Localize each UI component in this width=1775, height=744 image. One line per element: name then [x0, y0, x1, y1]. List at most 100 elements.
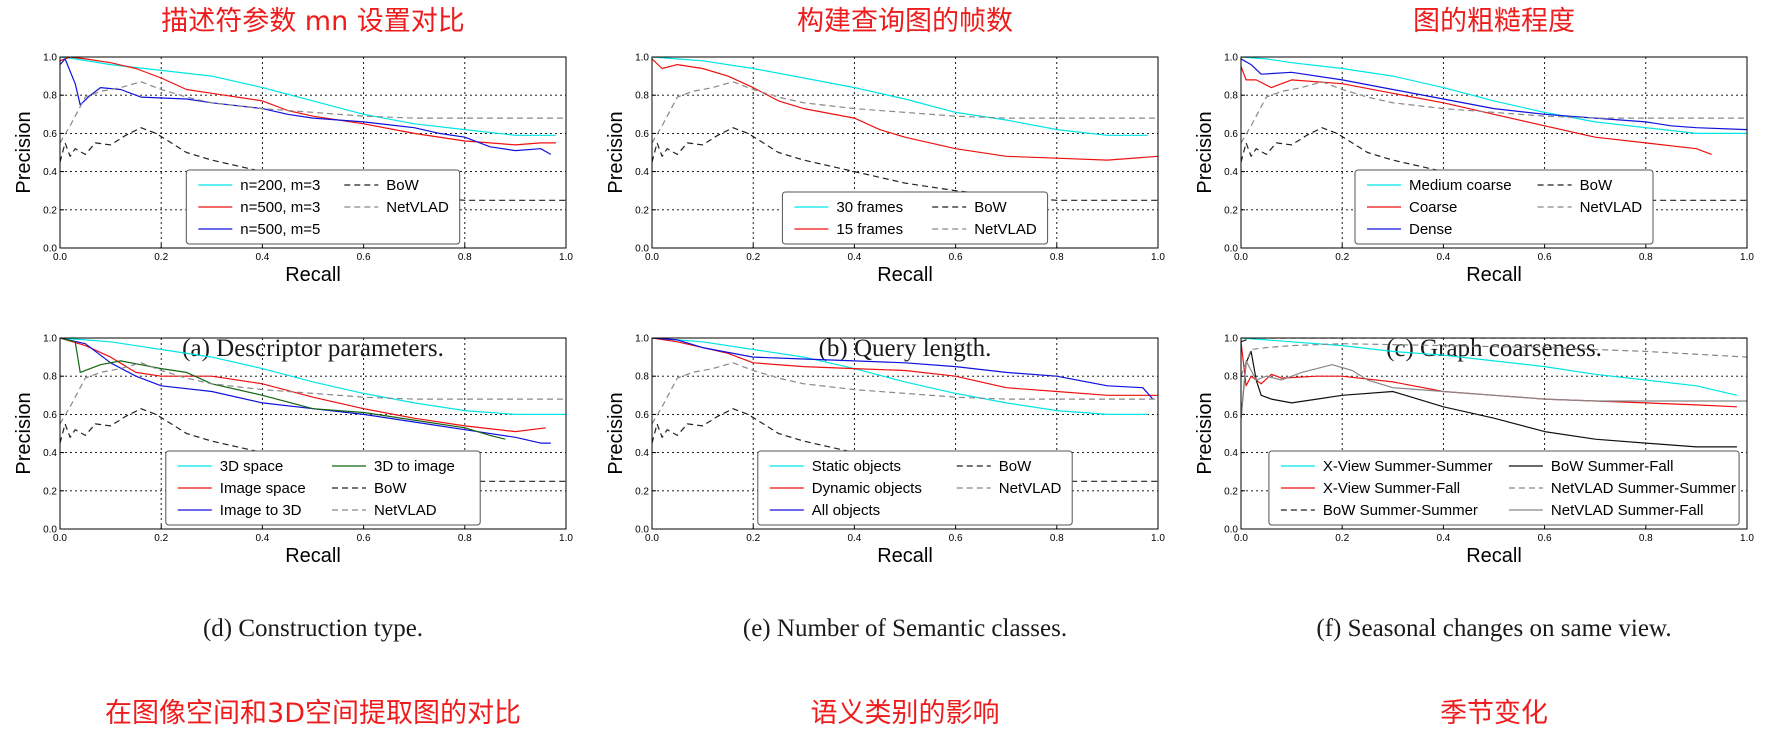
legend-label: NetVLAD — [386, 199, 449, 216]
x-tick-label: 0.2 — [746, 252, 760, 263]
y-tick-label: 0.8 — [43, 91, 57, 102]
series-line-netvlad — [60, 81, 566, 144]
grid-lines — [60, 57, 566, 248]
legend: 30 frames 15 frames BoW NetVLAD — [781, 191, 1049, 245]
annotation-title: 描述符参数 mn 设置对比 — [161, 6, 465, 37]
legend-label: BoW Summer-Summer — [1323, 502, 1478, 519]
x-tick-label: 0.6 — [949, 533, 963, 544]
x-tick-label: 1.0 — [559, 533, 573, 544]
series-line-bow — [60, 127, 566, 201]
y-tick-label: 1.0 — [43, 53, 57, 64]
figure-caption: (e) Number of Semantic classes. — [743, 615, 1067, 642]
legend-label: 3D space — [220, 458, 283, 475]
legend-label: n=500, m=5 — [240, 221, 320, 238]
x-tick-label: 0.8 — [1639, 533, 1653, 544]
legend-label: Static objects — [812, 458, 901, 475]
series-line-netvlad — [60, 362, 566, 425]
y-tick-label: 0.4 — [635, 448, 649, 459]
y-tick-label: 0.0 — [1224, 244, 1238, 255]
y-axis-label: Precision — [605, 392, 627, 474]
x-tick-label: 0.2 — [154, 533, 168, 544]
series-line-image-to-3d — [60, 338, 551, 444]
legend-label: n=200, m=3 — [240, 177, 320, 194]
y-tick-label: 0.0 — [635, 244, 649, 255]
legend: 3D space Image space Image to 3D 3D to imag… — [165, 450, 481, 526]
series-line-n-500-m-3 — [60, 57, 556, 146]
x-tick-label: 0.4 — [847, 533, 861, 544]
y-tick-label: 0.2 — [635, 205, 649, 216]
series-line-netvlad — [652, 362, 1158, 425]
series-line-n-500-m-5 — [60, 58, 552, 155]
grid-lines — [652, 338, 1158, 529]
x-tick-label: 0.6 — [357, 533, 371, 544]
legend-box — [1354, 169, 1654, 245]
y-tick-label: 1.0 — [1224, 334, 1238, 345]
chart-panel-2: 构建查询图的帧数 (b) Query length. 0.0 0.2 0.4 0.6 0.8… — [605, 6, 1165, 362]
y-tick-label: 1.0 — [635, 334, 649, 345]
series-line-n-200-m-3 — [60, 57, 556, 136]
series-line-netvlad — [1241, 81, 1747, 144]
x-tick-label: 0.4 — [255, 533, 269, 544]
x-tick-label: 0.0 — [53, 533, 67, 544]
x-tick-label: 0.8 — [458, 252, 472, 263]
y-tick-label: 0.0 — [635, 525, 649, 536]
figure-caption: (b) Query length. — [819, 335, 992, 362]
y-tick-label: 0.6 — [43, 410, 57, 421]
legend-label: 15 frames — [836, 221, 903, 238]
y-tick-label: 0.2 — [635, 486, 649, 497]
legend-label: BoW — [374, 480, 407, 497]
legend-label: Image space — [220, 480, 306, 497]
series-line-30-frames — [652, 57, 1148, 136]
legend-box — [781, 191, 1049, 245]
legend-box — [1268, 450, 1740, 526]
y-axis-label: Precision — [605, 111, 627, 193]
legend-label: Dynamic objects — [812, 480, 922, 497]
y-tick-label: 0.6 — [635, 410, 649, 421]
legend-label: BoW Summer-Fall — [1551, 458, 1674, 475]
chart-panel-6: 季节变化 (f) Seasonal changes on same view. 0.… — [1194, 334, 1754, 730]
plot-frame — [1240, 56, 1748, 249]
legend-label: NetVLAD — [1580, 199, 1643, 216]
series-line-netvlad — [652, 81, 1158, 144]
y-tick-label: 0.8 — [1224, 91, 1238, 102]
x-tick-label: 0.8 — [1639, 252, 1653, 263]
x-tick-label: 1.0 — [559, 252, 573, 263]
series-line-bow — [60, 408, 566, 482]
y-axis-label: Precision — [1194, 111, 1216, 193]
y-axis-label: Precision — [13, 111, 35, 193]
x-tick-label: 0.8 — [458, 533, 472, 544]
legend-label: NetVLAD — [999, 480, 1062, 497]
series-line-medium-coarse — [1241, 57, 1747, 134]
legend: X-View Summer-Summer X-View Summer-Fall Bo… — [1268, 450, 1740, 526]
annotation-title: 在图像空间和3D空间提取图的对比 — [105, 698, 521, 729]
legend-label: Coarse — [1409, 199, 1457, 216]
x-tick-label: 0.8 — [1050, 533, 1064, 544]
figure-caption: (f) Seasonal changes on same view. — [1316, 615, 1671, 642]
plot-frame — [59, 56, 567, 249]
x-tick-label: 0.6 — [1538, 533, 1552, 544]
series-line-3d-space — [60, 338, 566, 415]
x-axis-label: Recall — [877, 264, 933, 286]
legend-label: 3D to image — [374, 458, 455, 475]
x-tick-label: 0.4 — [1436, 252, 1450, 263]
x-tick-label: 0.0 — [1234, 533, 1248, 544]
plot-frame — [651, 337, 1159, 530]
figure-caption: (d) Construction type. — [203, 615, 423, 642]
legend-label: 30 frames — [836, 199, 903, 216]
x-axis-label: Recall — [285, 545, 341, 567]
plot-frame — [651, 56, 1159, 249]
series-line-bow — [652, 127, 1158, 201]
legend-label: BoW — [974, 199, 1007, 216]
legend-label: NetVLAD Summer-Summer — [1551, 480, 1736, 497]
figure-caption: (c) Graph coarseness. — [1386, 335, 1602, 362]
series-line-all-objects — [652, 338, 1154, 400]
legend-label: BoW — [386, 177, 419, 194]
y-tick-label: 0.6 — [1224, 129, 1238, 140]
legend-label: n=500, m=3 — [240, 199, 320, 216]
legend-label: X-View Summer-Summer — [1323, 458, 1493, 475]
series-line-netvlad-summer-summer — [1241, 343, 1747, 377]
legend-box — [185, 169, 461, 245]
x-tick-label: 0.8 — [1050, 252, 1064, 263]
x-tick-label: 0.6 — [1538, 252, 1552, 263]
